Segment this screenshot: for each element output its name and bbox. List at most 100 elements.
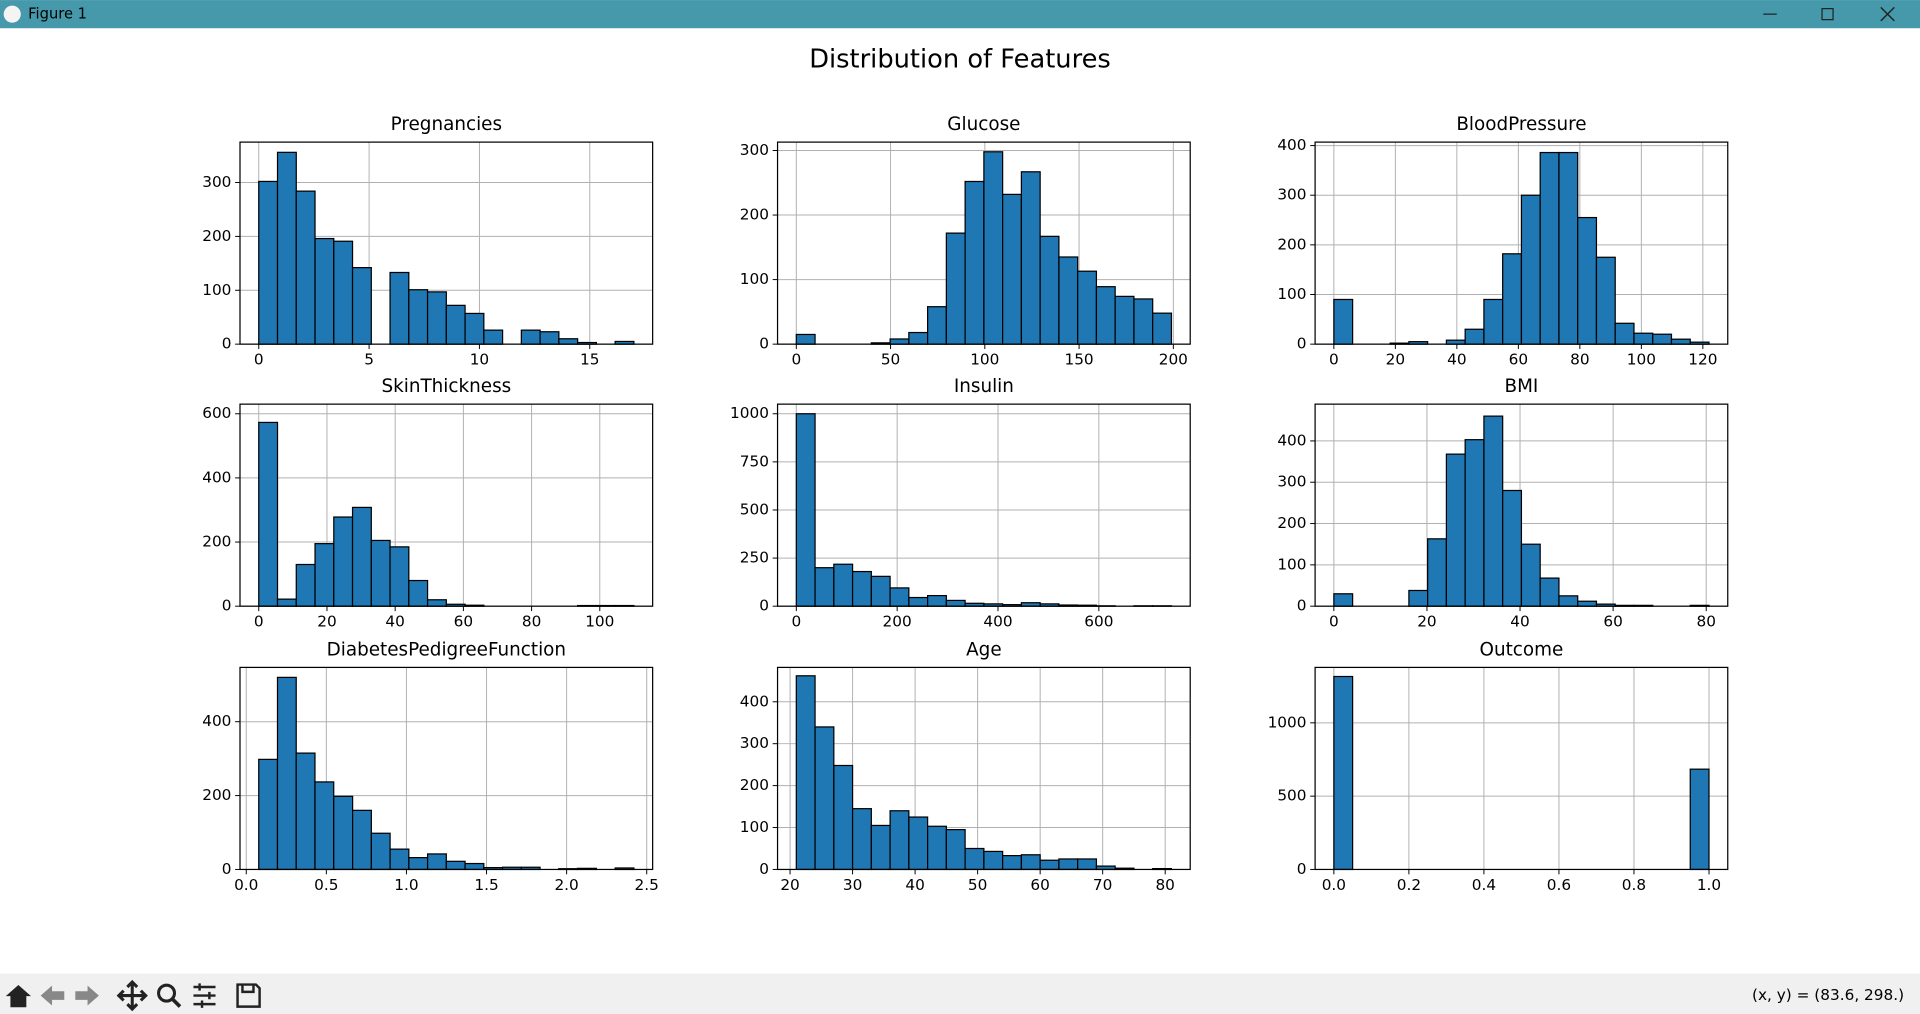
histogram-bar — [295, 190, 316, 345]
histogram-bar — [945, 599, 966, 607]
x-tick-label: 50 — [968, 876, 987, 894]
subplot-title: Pregnancies — [391, 114, 502, 135]
histogram-bar — [258, 180, 279, 345]
histogram-bar — [426, 853, 447, 871]
histogram-bar — [983, 850, 1004, 871]
histogram-bar — [1333, 298, 1354, 345]
histogram-bar — [483, 329, 504, 345]
histogram-bar — [276, 151, 297, 345]
x-tick-label: 40 — [1447, 351, 1466, 369]
subplot: Insulin 0 200 400 600 0 250 500 750 1000 — [730, 376, 1191, 631]
x-tick-label: 40 — [905, 876, 924, 894]
histogram-bar — [1464, 328, 1485, 345]
y-tick-label: 0 — [759, 860, 769, 878]
histogram-bar — [870, 824, 891, 871]
histogram-bar — [1445, 453, 1466, 607]
histogram-bar — [983, 151, 1004, 345]
y-tick-label: 400 — [202, 712, 231, 730]
histogram-bar — [814, 567, 835, 607]
histogram-bar — [276, 598, 297, 607]
forward-button[interactable] — [75, 985, 99, 1006]
histogram-bar — [1058, 256, 1079, 345]
y-tick-label: 400 — [740, 692, 769, 710]
histogram-bar — [1114, 295, 1135, 345]
histogram-bar — [889, 810, 910, 871]
x-tick-label: 0.8 — [1622, 876, 1646, 894]
histogram-bar — [795, 333, 816, 345]
axes-frame — [776, 141, 1191, 345]
histogram-bar — [1577, 216, 1598, 345]
x-tick-label: 60 — [1509, 351, 1528, 369]
histogram-bar — [351, 267, 372, 345]
subplot-title: DiabetesPedigreeFunction — [327, 639, 566, 660]
histogram-bar — [1077, 270, 1098, 345]
x-tick-label: 0 — [1329, 613, 1339, 631]
histogram-bar — [908, 596, 929, 607]
y-tick-label: 0 — [759, 597, 769, 615]
histogram-bar — [314, 543, 335, 607]
histogram-bar — [408, 289, 429, 345]
grid — [1315, 667, 1728, 870]
y-tick-label: 0 — [759, 335, 769, 353]
subplot: SkinThickness 0 20 40 60 80 100 0 200 400 600 — [202, 376, 654, 631]
histogram-bar — [964, 180, 985, 345]
histogram-bar — [276, 676, 297, 871]
histogram-bar — [333, 516, 354, 607]
histogram-bar — [1558, 151, 1579, 345]
y-tick-label: 300 — [1277, 473, 1306, 491]
y-tick-label: 200 — [740, 206, 769, 224]
x-tick-label: 0 — [791, 351, 801, 369]
maximize-button[interactable] — [1821, 8, 1834, 21]
histogram-bar — [333, 240, 354, 345]
histogram-bar — [926, 825, 947, 871]
x-tick-label: 1.5 — [474, 876, 498, 894]
x-tick-label: 100 — [585, 613, 614, 631]
home-button[interactable] — [5, 984, 31, 1008]
y-tick-label: 0 — [222, 335, 232, 353]
x-tick-label: 200 — [883, 613, 912, 631]
configure-button[interactable] — [193, 983, 216, 1008]
x-tick-label: 50 — [881, 351, 900, 369]
x-tick-label: 0.2 — [1397, 876, 1421, 894]
y-tick-label: 300 — [740, 734, 769, 752]
histogram-bar — [445, 304, 466, 345]
y-tick-label: 300 — [740, 141, 769, 159]
close-button[interactable] — [1880, 6, 1895, 22]
histogram-bar — [1039, 235, 1060, 345]
histogram-bar — [1464, 439, 1485, 607]
y-tick-label: 0 — [1297, 597, 1307, 615]
histogram-bar — [1539, 151, 1560, 345]
y-tick-label: 200 — [202, 227, 231, 245]
histogram-bar — [389, 848, 410, 871]
title-bar — [0, 0, 1920, 29]
histogram-bar — [1333, 593, 1354, 607]
histogram-bar — [945, 232, 966, 345]
y-tick-label: 400 — [1277, 136, 1306, 154]
y-tick-label: 0 — [222, 597, 232, 615]
histogram-bar — [314, 237, 335, 345]
x-tick-label: 60 — [1603, 613, 1622, 631]
axes-frame — [1314, 403, 1729, 607]
back-button[interactable] — [40, 985, 65, 1006]
axes-frame — [776, 403, 1191, 607]
zoom-button[interactable] — [157, 983, 182, 1008]
y-tick-label: 1000 — [1268, 713, 1307, 731]
x-tick-label: 60 — [1030, 876, 1049, 894]
y-tick-label: 0 — [1297, 860, 1307, 878]
x-tick-label: 0.0 — [1322, 876, 1346, 894]
status-text: (x, y) = (83.6, 298.) — [1752, 986, 1904, 1004]
save-button[interactable] — [236, 983, 261, 1008]
subplot: BloodPressure 0 20 40 60 80 100 120 0 100 200 300 40… — [1277, 114, 1729, 369]
histogram-bar — [408, 857, 429, 871]
histogram-bar — [833, 563, 854, 607]
pan-button[interactable] — [116, 979, 148, 1012]
histogram-bar — [1039, 859, 1060, 871]
histogram-bar — [1095, 286, 1116, 345]
x-tick-label: 70 — [1093, 876, 1112, 894]
subplot-title: BloodPressure — [1456, 114, 1586, 135]
subplot-title: SkinThickness — [381, 376, 511, 397]
x-tick-label: 20 — [1386, 351, 1405, 369]
histogram-bar — [1002, 855, 1023, 871]
x-tick-label: 40 — [1510, 613, 1529, 631]
histogram-bar — [464, 312, 485, 345]
